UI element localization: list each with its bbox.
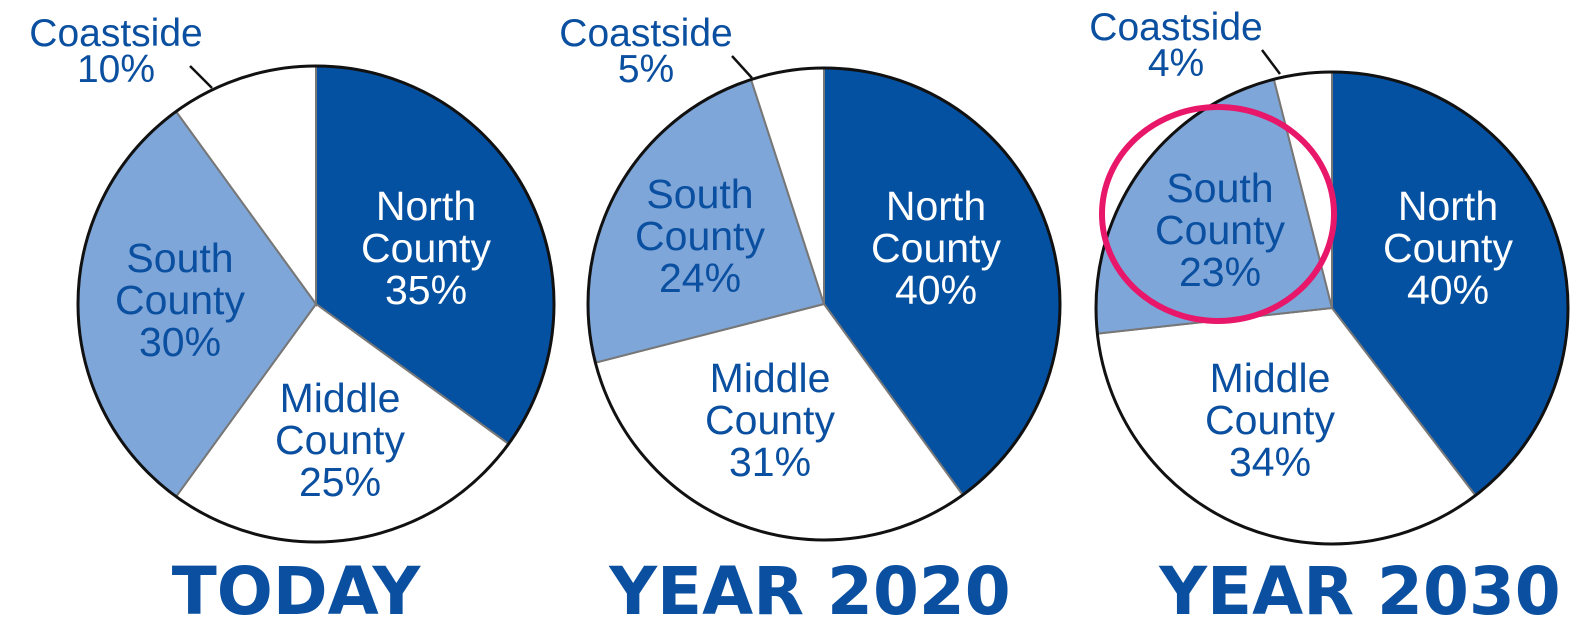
slice-label-line: North (1398, 183, 1498, 229)
coastside-leader-line (189, 65, 213, 89)
slice-label-line: Middle (280, 375, 401, 421)
slice-label-south: South County 23% (1155, 165, 1285, 295)
slice-label-line: 35% (385, 267, 467, 313)
coastside-leader-line (731, 55, 753, 79)
slice-label-line: County (635, 213, 765, 259)
slice-label-line: 10% (77, 48, 155, 91)
slice-label-line: South (1166, 165, 1273, 211)
slice-label-coastside: Coastside 5% (559, 12, 732, 91)
slice-label-line: County (1383, 225, 1513, 271)
slice-label-south: South County 24% (635, 171, 765, 301)
slice-label-line: 30% (139, 319, 221, 365)
pie-chart-1: North County 35%Middle County 25%South County… (29, 12, 556, 629)
slice-label-north: North County 40% (1383, 183, 1513, 313)
slice-label-line: 25% (299, 459, 381, 505)
pie-outline (1094, 70, 1570, 546)
slice-label-line: Middle (710, 355, 831, 401)
pie-outline (586, 66, 1062, 542)
slice-label-south: South County 30% (115, 235, 245, 365)
slice-label-line: North (376, 183, 476, 229)
slice-label-line: County (361, 225, 491, 271)
slice-label-middle: Middle County 31% (705, 355, 835, 485)
coastside-leader-line (1261, 49, 1281, 75)
slice-label-line: 5% (618, 48, 674, 91)
slice-label-line: South (646, 171, 753, 217)
pie-chart-3: North County 40%Middle County 34%South County… (1089, 6, 1570, 629)
slice-label-line: Middle (1210, 355, 1331, 401)
pie-chart-2: North County 40%Middle County 31%South County… (559, 12, 1062, 629)
highlight-circle (1099, 104, 1337, 324)
pie-title: TODAY (172, 553, 422, 629)
slice-label-north: North County 35% (361, 183, 491, 313)
slice-label-line: 31% (729, 439, 811, 485)
slice-label-line: North (886, 183, 986, 229)
slice-label-line: County (275, 417, 405, 463)
slice-label-line: County (115, 277, 245, 323)
slice-label-line: 40% (1407, 267, 1489, 313)
slice-label-line: 24% (659, 255, 741, 301)
slice-label-line: County (705, 397, 835, 443)
slice-label-middle: Middle County 34% (1205, 355, 1335, 485)
slice-label-line: Coastside (1089, 6, 1262, 49)
slice-label-line: 23% (1179, 249, 1261, 295)
slice-label-line: South (126, 235, 233, 281)
pie-title: YEAR 2020 (608, 553, 1010, 629)
slice-label-coastside: Coastside 10% (29, 12, 202, 91)
slice-label-coastside: Coastside 4% (1089, 6, 1262, 85)
slice-label-line: Coastside (29, 12, 202, 55)
pie-outline (76, 64, 556, 544)
slice-label-north: North County 40% (871, 183, 1001, 313)
slice-label-middle: Middle County 25% (275, 375, 405, 505)
slice-label-line: County (1205, 397, 1335, 443)
slice-label-line: 40% (895, 267, 977, 313)
slice-label-line: County (1155, 207, 1285, 253)
slice-label-line: Coastside (559, 12, 732, 55)
slice-label-line: County (871, 225, 1001, 271)
slice-label-line: 34% (1229, 439, 1311, 485)
pie-title: YEAR 2030 (1158, 553, 1560, 629)
slice-label-line: 4% (1148, 42, 1204, 85)
